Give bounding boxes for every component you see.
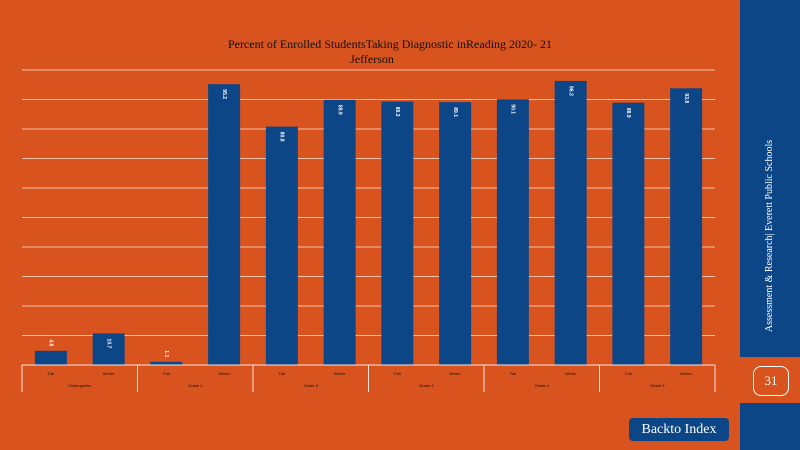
data-label: 1.1 — [163, 350, 169, 357]
bar-3-winter — [323, 99, 356, 366]
tick-label: Winter — [565, 371, 577, 376]
data-label: 90.1 — [510, 104, 516, 114]
group-label: Grade 1 — [188, 383, 203, 388]
tick-label: Winter — [218, 371, 230, 376]
data-label: 4.8 — [48, 339, 54, 346]
sidebar-bottom-panel — [740, 403, 800, 450]
bar-1-winter — [92, 333, 125, 365]
data-label: 93.8 — [683, 93, 689, 103]
data-label: 88.9 — [625, 108, 631, 118]
bar-6-fall — [612, 102, 645, 366]
data-label: 80.8 — [279, 132, 285, 142]
sidebar-top-panel: Assessment & Research| Everett Public Sc… — [740, 0, 800, 357]
group-label: Grade 3 — [419, 383, 434, 388]
group-label: Grade 4 — [535, 383, 550, 388]
group-label: Grade 2 — [304, 383, 319, 388]
x-axis: Fall Winter Kindergarten Fall Winter Grade 1 F… — [21, 364, 716, 392]
tick-label: Winter — [449, 371, 461, 376]
data-label: 96.3 — [567, 86, 573, 96]
tick-label: Fall — [48, 371, 55, 376]
bar-6-winter — [670, 88, 703, 365]
sidebar: Assessment & Research| Everett Public Sc… — [740, 0, 800, 450]
bar-chart: Percent of Enrolled StudentsTaking Diagn… — [21, 37, 716, 392]
bar-2-fall — [150, 361, 183, 365]
group-label: Kindergarten — [68, 383, 91, 388]
data-label: 10.7 — [105, 339, 111, 349]
data-label: 89.3 — [394, 107, 400, 117]
bar-4-winter — [439, 102, 472, 365]
chart-subtitle: Jefferson — [350, 52, 394, 66]
bar-3-fall — [265, 126, 298, 365]
bar-4-fall — [381, 101, 414, 365]
bar-5-winter — [554, 80, 587, 365]
data-label: 89.9 — [336, 105, 342, 115]
bar-5-fall — [496, 99, 529, 365]
data-label: 95.2 — [221, 89, 227, 99]
back-to-index-button[interactable]: Backto Index — [629, 418, 729, 441]
tick-label: Fall — [510, 371, 517, 376]
page-number: 31 — [753, 366, 789, 396]
tick-label: Fall — [163, 371, 170, 376]
tick-label: Fall — [394, 371, 401, 376]
org-label: Assessment & Research| Everett Public Sc… — [764, 139, 775, 333]
data-label: 89.1 — [452, 107, 458, 117]
bar-1-fall — [34, 350, 67, 365]
tick-label: Fall — [279, 371, 286, 376]
chart-title: Percent of Enrolled StudentsTaking Diagn… — [228, 37, 552, 51]
bars: 4.8 10.7 1.1 95.2 80.8 89.9 89.3 89.1 90.1 96.3 88… — [34, 80, 703, 366]
gridlines — [22, 69, 715, 336]
tick-label: Winter — [680, 371, 692, 376]
tick-label: Fall — [625, 371, 632, 376]
group-label: Grade 5 — [650, 383, 665, 388]
tick-label: Winter — [103, 371, 115, 376]
bar-2-winter — [208, 84, 241, 365]
tick-label: Winter — [334, 371, 346, 376]
